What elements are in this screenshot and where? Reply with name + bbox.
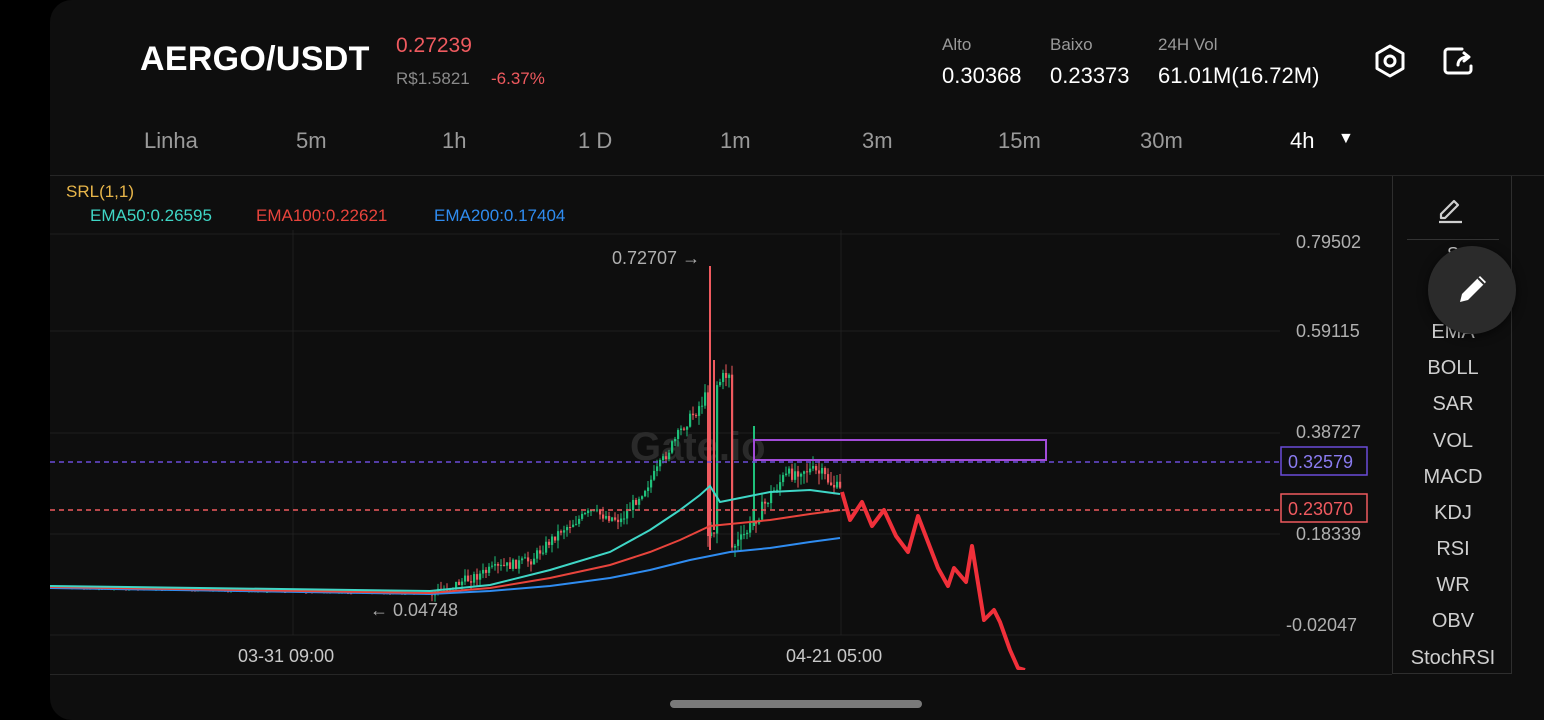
home-indicator[interactable]: [670, 700, 922, 708]
tab-1h[interactable]: 1h: [442, 128, 467, 153]
chevron-down-icon[interactable]: ▼: [1338, 130, 1354, 147]
stat-vol-label: 24H Vol: [1158, 35, 1218, 54]
tab-15m[interactable]: 15m: [998, 128, 1041, 153]
pencil-icon: [1460, 276, 1486, 302]
sidebar-item-obv[interactable]: OBV: [1431, 610, 1475, 632]
tab-5m[interactable]: 5m: [296, 128, 327, 153]
purple-price-tag: [1280, 446, 1368, 476]
sidebar-item-stochrsi[interactable]: StochRSI: [1410, 647, 1496, 669]
ema200-line: [50, 537, 841, 596]
y-tick-2: 0.38727: [1296, 422, 1361, 442]
tab-linha[interactable]: Linha: [144, 128, 198, 153]
ema50-legend: EMA50:0.26595: [90, 206, 212, 225]
y-tick-3: 0.18339: [1296, 524, 1361, 544]
timeframe-tabs: Linha 5m 1h 1 D 1m 3m 15m 30m 4h ▼: [50, 118, 1390, 162]
price-chart[interactable]: Gate.io 0.72707 → ← 0.04748 0.79502 0.59…: [50, 230, 1390, 670]
y-tick-0: 0.79502: [1296, 232, 1361, 252]
srl-legend: SRL(1,1): [66, 182, 135, 201]
floating-draw-button[interactable]: [1428, 246, 1516, 334]
drawn-rectangle: [753, 439, 1047, 461]
app-screen: AERGO/USDT 0.27239 R$1.5821 -6.37% Alto …: [50, 0, 1544, 720]
purple-price-label: 0.32579: [1288, 452, 1353, 472]
sidebar-divider: [1407, 239, 1499, 240]
stat-low-value: 0.23373: [1050, 63, 1130, 88]
sidebar-item-macd[interactable]: MACD: [1423, 466, 1483, 488]
x-tick-1: 04-21 05:00: [786, 646, 882, 666]
sidebar-item-vol[interactable]: VOL: [1432, 430, 1474, 452]
tab-3m[interactable]: 3m: [862, 128, 893, 153]
sidebar-item-rsi[interactable]: RSI: [1436, 538, 1470, 560]
low-marker: ← 0.04748: [370, 600, 458, 620]
watermark: Gate.io: [630, 425, 766, 469]
stat-low-label: Baixo: [1050, 35, 1093, 54]
sidebar-item-boll[interactable]: BOLL: [1427, 357, 1479, 379]
stat-high-label: Alto: [942, 35, 972, 54]
tab-4h[interactable]: 4h: [1290, 128, 1315, 153]
header-divider: [50, 175, 1544, 176]
sidebar-item-sar[interactable]: SAR: [1432, 393, 1474, 415]
y-tick-4: -0.02047: [1286, 615, 1357, 635]
stat-vol-value: 61.01M(16.72M): [1158, 63, 1320, 88]
chart-grid: [50, 230, 1280, 636]
sidebar-item-wr[interactable]: WR: [1436, 574, 1470, 596]
price-change: -6.37%: [491, 69, 545, 88]
stat-high-value: 0.30368: [942, 63, 1022, 88]
red-price-label: 0.23070: [1288, 499, 1353, 519]
draw-pen-icon[interactable]: [1435, 194, 1465, 229]
high-marker: 0.72707 →: [612, 248, 700, 268]
share-icon[interactable]: [1438, 41, 1478, 81]
ema100-legend: EMA100:0.22621: [256, 206, 388, 225]
red-price-tag: [1280, 493, 1368, 523]
fiat-price: R$1.5821: [396, 69, 470, 88]
ema200-legend: EMA200:0.17404: [434, 206, 566, 225]
chart-bottom-divider: [50, 674, 1392, 675]
last-price: 0.27239: [396, 34, 472, 57]
tab-1m[interactable]: 1m: [720, 128, 751, 153]
ema100-line: [50, 509, 841, 595]
pair-title: AERGO/USDT: [140, 40, 370, 78]
x-tick-0: 03-31 09:00: [238, 646, 334, 666]
tab-30m[interactable]: 30m: [1140, 128, 1183, 153]
sidebar-item-kdj[interactable]: KDJ: [1434, 502, 1472, 524]
y-tick-1: 0.59115: [1296, 321, 1360, 341]
ema50-line: [50, 484, 841, 593]
settings-hex-icon[interactable]: [1370, 41, 1410, 81]
tab-1d[interactable]: 1 D: [578, 128, 613, 153]
drawn-projection-line: [840, 491, 1026, 670]
